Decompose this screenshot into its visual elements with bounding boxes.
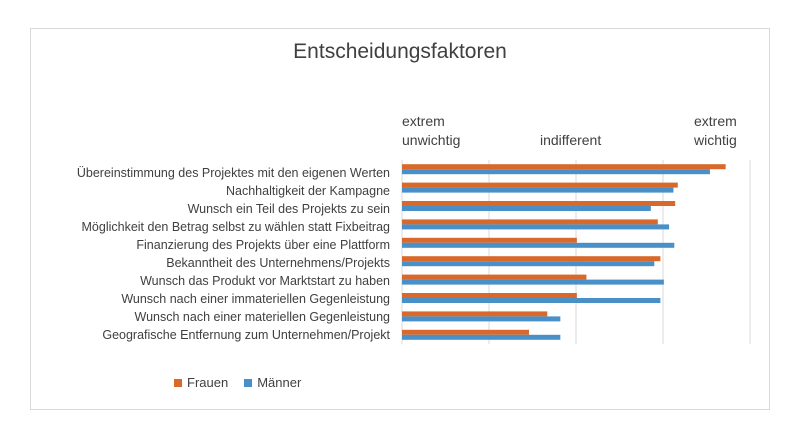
bar-frauen [402, 219, 658, 225]
legend-item-frauen: Frauen [174, 375, 228, 390]
category-label: Wunsch nach einer materiellen Gegenleist… [134, 310, 390, 324]
scale-label-right-text: extrem wichtig [694, 113, 737, 148]
bar-maenner [402, 242, 675, 248]
category-label: Wunsch ein Teil des Projekts zu sein [187, 202, 390, 216]
bar-maenner [402, 316, 561, 322]
chart-frame [30, 28, 770, 410]
bar-frauen [402, 237, 577, 243]
bar-maenner [402, 334, 561, 340]
legend-label-maenner: Männer [257, 375, 302, 390]
legend-swatch-maenner [244, 378, 253, 387]
category-label: Möglichkeit den Betrag selbst zu wählen … [81, 220, 391, 234]
legend-item-maenner: Männer [244, 375, 301, 390]
category-label: Nachhaltigkeit der Kampagne [226, 184, 390, 198]
scale-label-left-text: extrem unwichtig [402, 113, 461, 148]
category-label: Bekanntheit des Unternehmens/Projekts [166, 256, 390, 270]
scale-label-extrem-unwichtig: extrem unwichtig [402, 112, 460, 150]
bar-maenner [402, 187, 674, 193]
bar-frauen [402, 201, 676, 206]
legend: Frauen Männer [174, 375, 311, 390]
bar-maenner [402, 298, 661, 303]
bar-maenner [402, 169, 710, 175]
bar-maenner [402, 279, 664, 285]
scale-label-indifferent: indifferent [540, 132, 602, 148]
category-label: Wunsch nach einer immateriellen Gegenlei… [121, 292, 390, 306]
bar-frauen [402, 164, 726, 170]
bar-maenner [402, 206, 651, 211]
bar-frauen [402, 293, 577, 298]
bar-frauen [402, 329, 530, 335]
legend-label-frauen: Frauen [187, 375, 229, 390]
category-label: Übereinstimmung des Projektes mit den ei… [76, 166, 390, 180]
scale-label-extrem-wichtig: extrem wichtig [694, 112, 737, 150]
bar-frauen [402, 311, 548, 317]
bar-frauen [402, 182, 678, 188]
chart-title: Entscheidungsfaktoren [293, 40, 507, 63]
legend-swatch-frauen [174, 378, 182, 387]
category-label: Wunsch das Produkt vor Marktstart zu hab… [140, 274, 390, 288]
bar-maenner [402, 224, 670, 230]
bar-maenner [402, 261, 655, 267]
bar-frauen [402, 274, 587, 280]
bar-frauen [402, 256, 661, 262]
category-label: Finanzierung des Projekts über eine Plat… [136, 238, 390, 252]
category-label: Geografische Entfernung zum Unternehmen/… [102, 328, 390, 342]
